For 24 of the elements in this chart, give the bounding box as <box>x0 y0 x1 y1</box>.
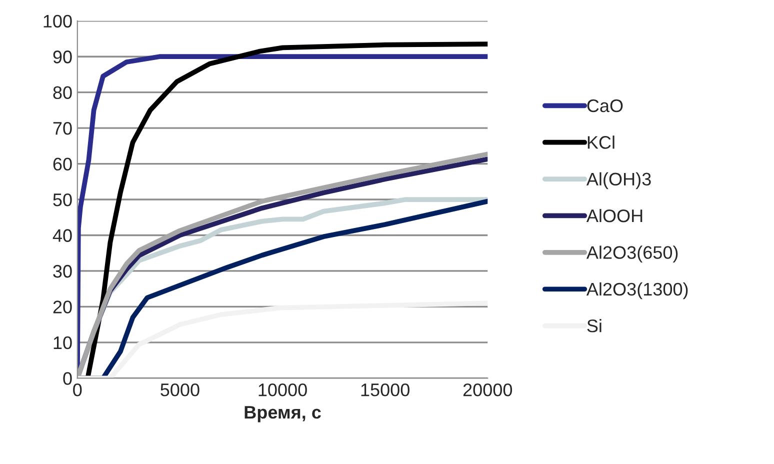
y-tick-label: 40 <box>52 229 72 242</box>
legend-label: Al(OH)3 <box>586 172 651 190</box>
legend-label: AlOOH <box>586 208 642 222</box>
y-tick-label: 50 <box>53 193 72 206</box>
x-tick-label: 15000 <box>361 384 410 396</box>
legend-label: Si <box>587 319 602 332</box>
x-axis-title: Время, с <box>244 406 321 422</box>
y-tick-label: 30 <box>53 264 72 278</box>
x-tick-label: 10000 <box>258 384 307 396</box>
legend-label: Al2O3(1300) <box>586 282 688 300</box>
y-tick-label: 0 <box>63 372 72 385</box>
y-tick-label: 90 <box>53 50 72 64</box>
x-tick-label: 0 <box>73 384 82 396</box>
legend-label: KCl <box>588 136 614 149</box>
y-tick-label: 20 <box>53 300 72 314</box>
x-tick-label: 20000 <box>463 384 512 396</box>
legend-label: Al2O3(650) <box>586 246 678 262</box>
y-tick-label: 100 <box>44 14 72 28</box>
y-tick-label: 10 <box>54 336 72 350</box>
y-tick-label: 70 <box>53 122 72 135</box>
x-tick-label: 5000 <box>160 384 200 396</box>
y-tick-label: 80 <box>53 86 72 100</box>
y-tick-label: 60 <box>53 158 72 171</box>
legend-label: CaO <box>587 99 623 112</box>
